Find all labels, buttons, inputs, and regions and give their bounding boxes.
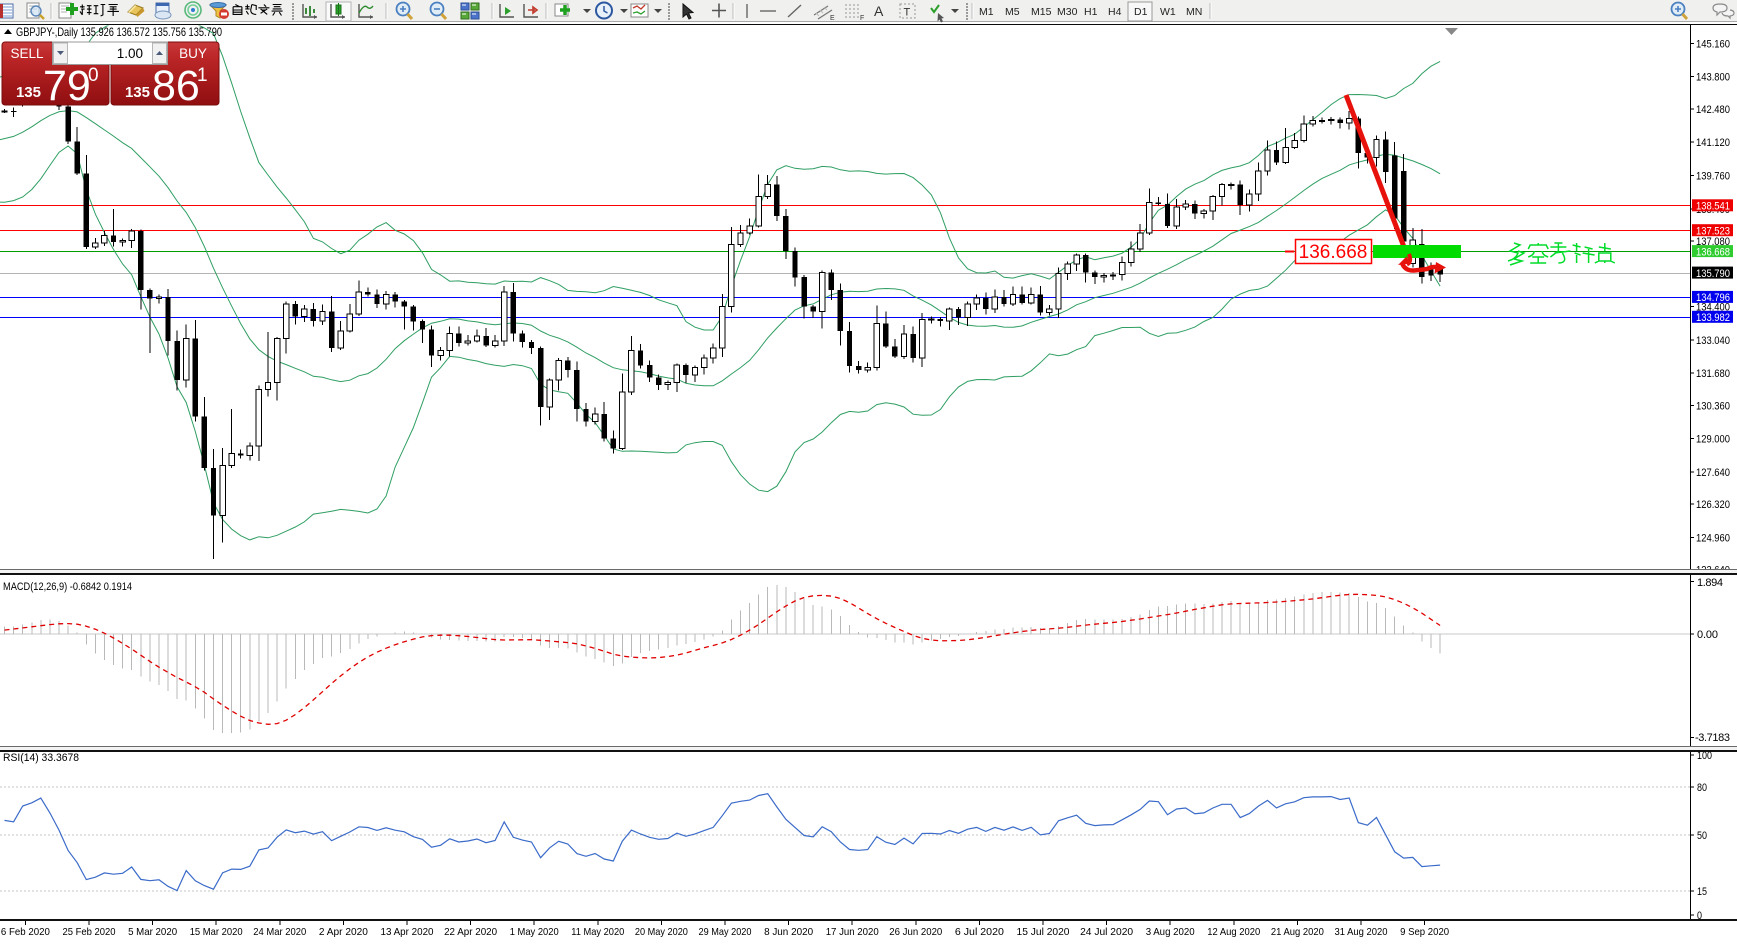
svg-text:0: 0 bbox=[1697, 910, 1702, 922]
svg-text:24 Mar 2020: 24 Mar 2020 bbox=[253, 926, 306, 938]
svg-text:1.894: 1.894 bbox=[1697, 577, 1723, 589]
svg-text:130.360: 130.360 bbox=[1696, 400, 1730, 412]
svg-text:21 Aug 2020: 21 Aug 2020 bbox=[1271, 926, 1324, 938]
svg-text:2 Apr 2020: 2 Apr 2020 bbox=[319, 926, 368, 938]
svg-text:86: 86 bbox=[152, 62, 200, 110]
svg-text:29 May 2020: 29 May 2020 bbox=[699, 926, 752, 938]
svg-text:133.982: 133.982 bbox=[1696, 312, 1730, 324]
svg-text:15: 15 bbox=[1697, 886, 1707, 898]
svg-text:126.320: 126.320 bbox=[1696, 499, 1730, 511]
svg-text:H1: H1 bbox=[1084, 6, 1098, 18]
svg-text:136.668: 136.668 bbox=[1299, 242, 1368, 263]
svg-text:GBPJPY-,Daily 135.926 136.572: GBPJPY-,Daily 135.926 136.572 135.756 13… bbox=[16, 25, 222, 39]
svg-text:E: E bbox=[830, 15, 835, 22]
svg-text:A: A bbox=[874, 3, 884, 19]
svg-text:6 Jul 2020: 6 Jul 2020 bbox=[955, 926, 1004, 938]
svg-text:SELL: SELL bbox=[10, 46, 44, 61]
svg-text:24 Jul 2020: 24 Jul 2020 bbox=[1080, 926, 1133, 938]
svg-text:50: 50 bbox=[1697, 830, 1707, 842]
svg-text:6 Feb 2020: 6 Feb 2020 bbox=[1, 926, 50, 938]
svg-text:137.080: 137.080 bbox=[1696, 236, 1730, 248]
svg-text:135: 135 bbox=[125, 84, 150, 101]
svg-text:25 Feb 2020: 25 Feb 2020 bbox=[63, 926, 116, 938]
svg-text:15 Jul 2020: 15 Jul 2020 bbox=[1017, 926, 1070, 938]
svg-text:8 Jun 2020: 8 Jun 2020 bbox=[764, 926, 813, 938]
svg-text:F: F bbox=[860, 15, 864, 22]
svg-text:80: 80 bbox=[1697, 782, 1707, 794]
svg-text:133.040: 133.040 bbox=[1696, 335, 1730, 347]
svg-text:143.800: 143.800 bbox=[1696, 72, 1730, 84]
svg-text:138.541: 138.541 bbox=[1696, 201, 1730, 213]
svg-text:MN: MN bbox=[1186, 6, 1202, 18]
svg-text:RSI(14) 33.3678: RSI(14) 33.3678 bbox=[3, 752, 79, 764]
svg-text:BUY: BUY bbox=[179, 46, 207, 61]
svg-text:135: 135 bbox=[16, 84, 41, 101]
svg-text:M1: M1 bbox=[979, 6, 994, 18]
svg-text:0: 0 bbox=[88, 65, 99, 86]
svg-text:0.00: 0.00 bbox=[1697, 629, 1718, 641]
svg-text:3 Aug 2020: 3 Aug 2020 bbox=[1146, 926, 1195, 938]
svg-text:M15: M15 bbox=[1031, 6, 1052, 18]
svg-text:100: 100 bbox=[1697, 750, 1712, 762]
svg-text:9 Sep 2020: 9 Sep 2020 bbox=[1400, 926, 1449, 938]
svg-text:134.796: 134.796 bbox=[1696, 292, 1730, 304]
svg-text:131.680: 131.680 bbox=[1696, 368, 1730, 380]
svg-text:1 May 2020: 1 May 2020 bbox=[510, 926, 559, 938]
svg-text:H4: H4 bbox=[1108, 6, 1122, 18]
svg-text:124.960: 124.960 bbox=[1696, 532, 1730, 544]
svg-text:5 Mar 2020: 5 Mar 2020 bbox=[128, 926, 177, 938]
svg-text:M30: M30 bbox=[1057, 6, 1078, 18]
svg-text:T: T bbox=[904, 7, 911, 19]
svg-text:129.000: 129.000 bbox=[1696, 434, 1730, 446]
svg-text:22 Apr 2020: 22 Apr 2020 bbox=[444, 926, 497, 938]
svg-text:13 Apr 2020: 13 Apr 2020 bbox=[381, 926, 434, 938]
svg-text:127.640: 127.640 bbox=[1696, 467, 1730, 479]
svg-text:12 Aug 2020: 12 Aug 2020 bbox=[1207, 926, 1260, 938]
svg-text:79: 79 bbox=[43, 62, 91, 110]
svg-text:M5: M5 bbox=[1005, 6, 1020, 18]
svg-text:137.523: 137.523 bbox=[1696, 225, 1730, 237]
svg-text:139.760: 139.760 bbox=[1696, 171, 1730, 183]
svg-text:134.400: 134.400 bbox=[1696, 302, 1730, 314]
svg-text:26 Jun 2020: 26 Jun 2020 bbox=[889, 926, 942, 938]
svg-text:-3.7183: -3.7183 bbox=[1695, 732, 1730, 744]
svg-text:11 May 2020: 11 May 2020 bbox=[571, 926, 624, 938]
svg-text:136.668: 136.668 bbox=[1696, 246, 1730, 258]
svg-text:145.160: 145.160 bbox=[1696, 39, 1730, 51]
svg-text:142.480: 142.480 bbox=[1696, 104, 1730, 116]
svg-text:15 Mar 2020: 15 Mar 2020 bbox=[190, 926, 243, 938]
svg-text:31 Aug 2020: 31 Aug 2020 bbox=[1335, 926, 1388, 938]
svg-text:1: 1 bbox=[197, 65, 208, 86]
svg-text:141.120: 141.120 bbox=[1696, 137, 1730, 149]
svg-text:D1: D1 bbox=[1134, 6, 1148, 18]
svg-text:1.00: 1.00 bbox=[117, 46, 143, 61]
svg-text:17 Jun 2020: 17 Jun 2020 bbox=[826, 926, 879, 938]
svg-text:135.790: 135.790 bbox=[1696, 268, 1730, 280]
svg-text:MACD(12,26,9) -0.6842 0.1914: MACD(12,26,9) -0.6842 0.1914 bbox=[3, 581, 132, 593]
svg-text:20 May 2020: 20 May 2020 bbox=[635, 926, 688, 938]
svg-text:W1: W1 bbox=[1160, 6, 1176, 18]
